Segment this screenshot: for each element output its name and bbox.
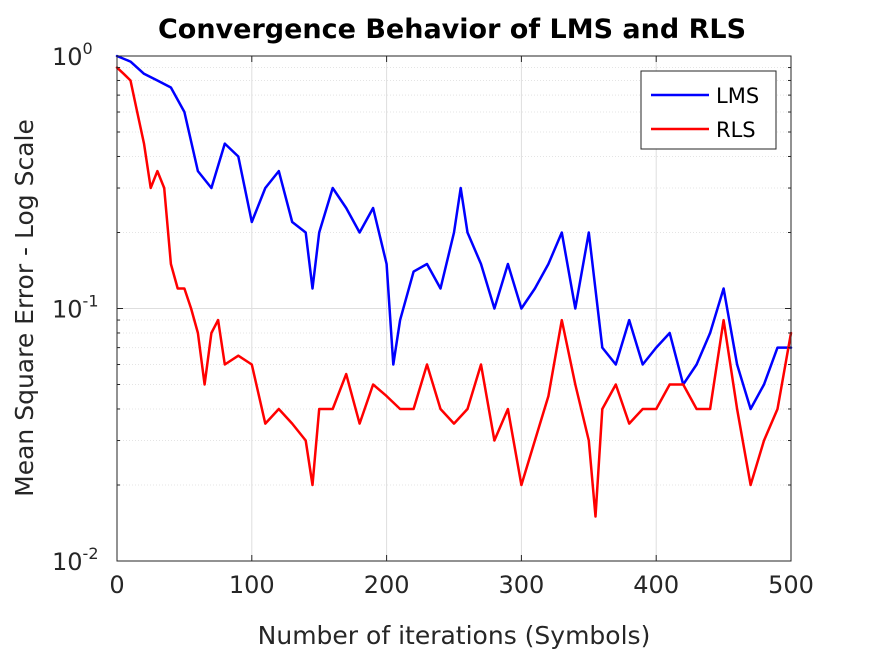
y-tick-label: 100: [52, 39, 93, 71]
x-tick-label: 400: [633, 571, 679, 599]
y-tick-label: 10-2: [52, 544, 99, 576]
x-tick-label: 0: [109, 571, 124, 599]
series-line-rls: [115, 66, 793, 518]
series-line-lms: [115, 54, 793, 411]
legend: LMS RLS: [640, 70, 777, 150]
legend-box: [640, 70, 777, 150]
x-tick-labels: 0 100 200 300 400 500: [109, 571, 814, 599]
x-tick-label: 500: [768, 571, 814, 599]
legend-label-rls: RLS: [716, 118, 756, 142]
x-tick-label: 100: [229, 571, 275, 599]
y-tick-label: 10-1: [52, 292, 99, 324]
series-layer: [115, 54, 793, 518]
y-axis-label: Mean Square Error - Log Scale: [10, 119, 39, 497]
y-tick-labels: 10-2 10-1 100: [52, 39, 99, 576]
x-tick-label: 300: [498, 571, 544, 599]
chart-title: Convergence Behavior of LMS and RLS: [158, 14, 746, 45]
legend-label-lms: LMS: [716, 84, 759, 108]
x-tick-label: 200: [364, 571, 410, 599]
x-axis-label: Number of iterations (Symbols): [258, 621, 651, 650]
